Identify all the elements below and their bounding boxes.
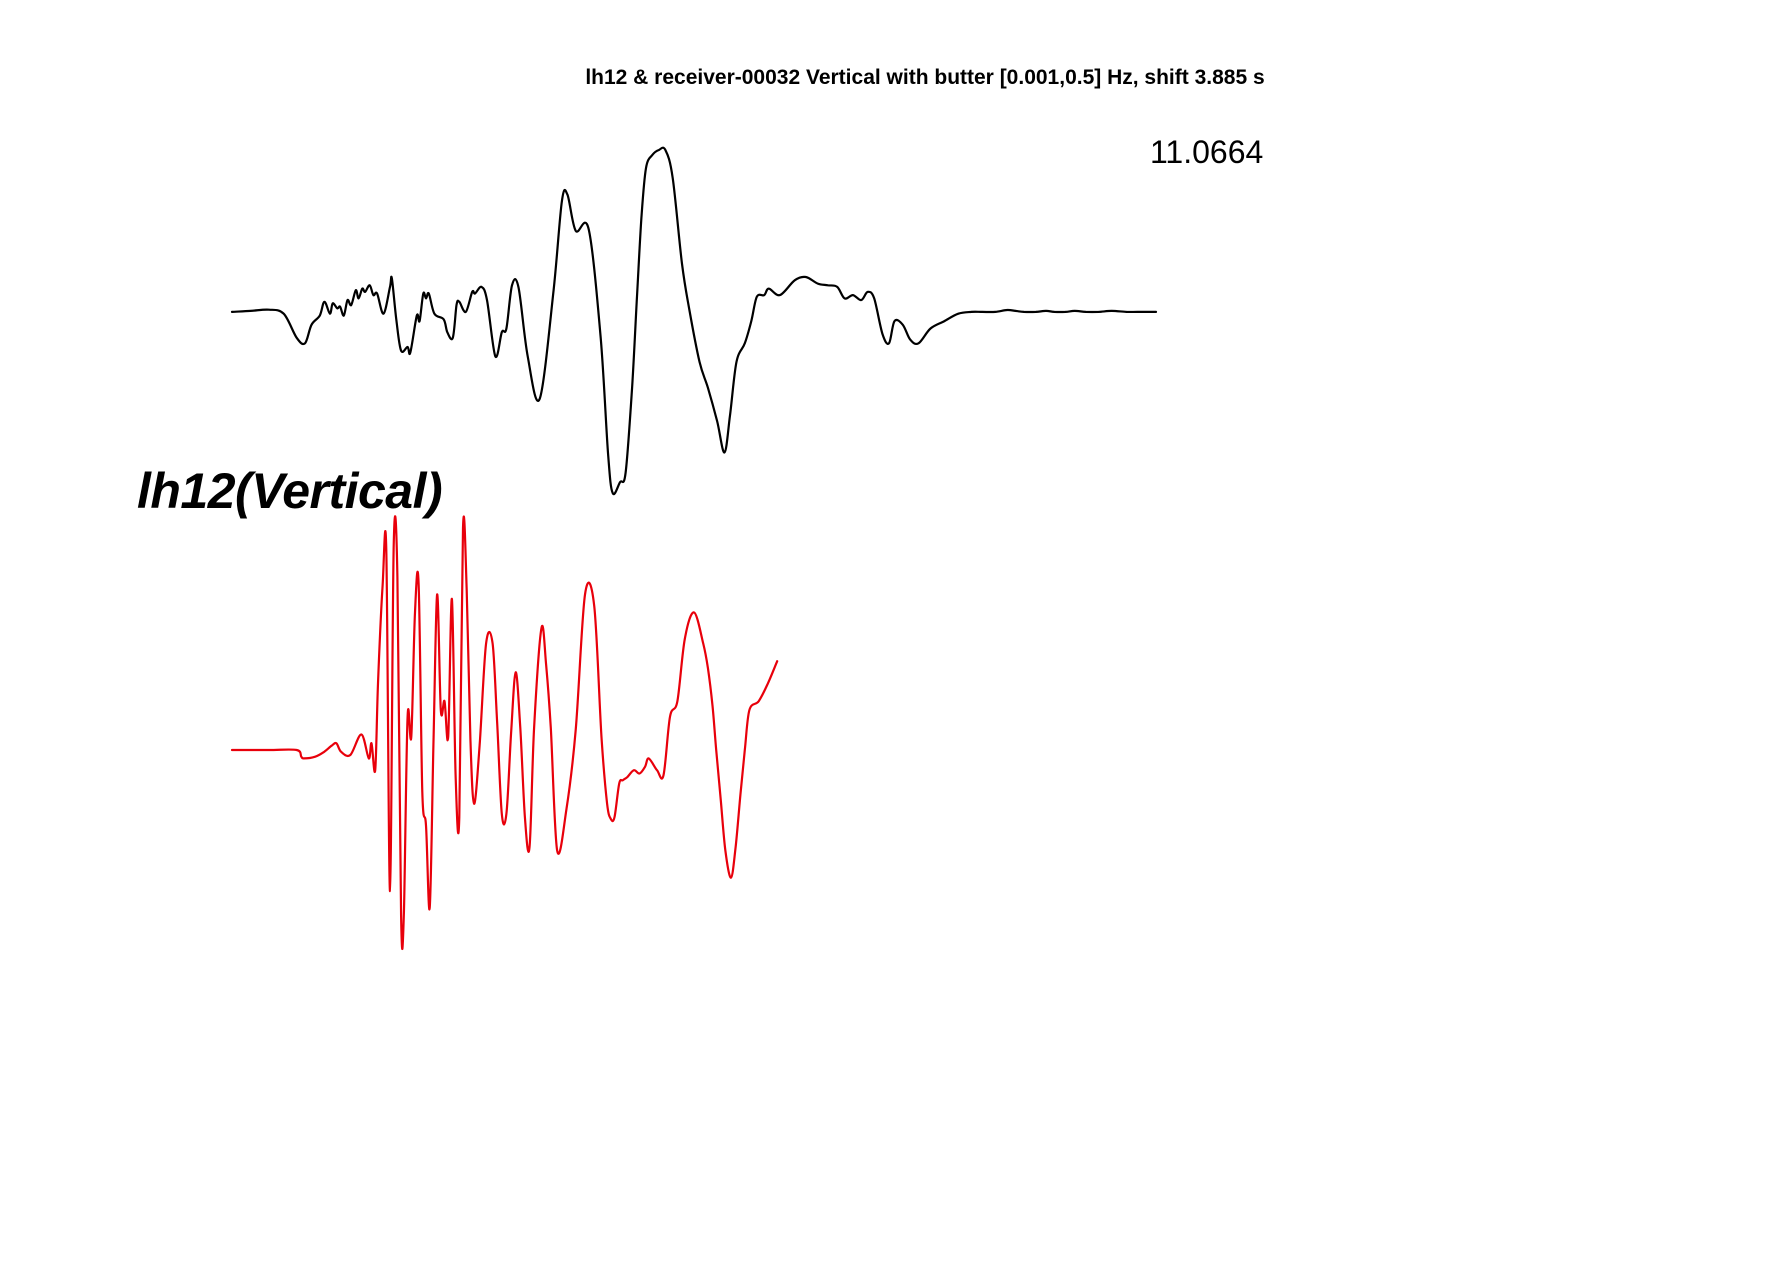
synthetic-trace (230, 515, 779, 950)
station-component-label: lh12(Vertical) (137, 463, 443, 519)
observed-trace (230, 146, 1158, 496)
peak-amplitude-label: 11.0664 (1150, 134, 1264, 170)
plot-title: lh12 & receiver-00032 Vertical with butt… (585, 66, 1265, 89)
